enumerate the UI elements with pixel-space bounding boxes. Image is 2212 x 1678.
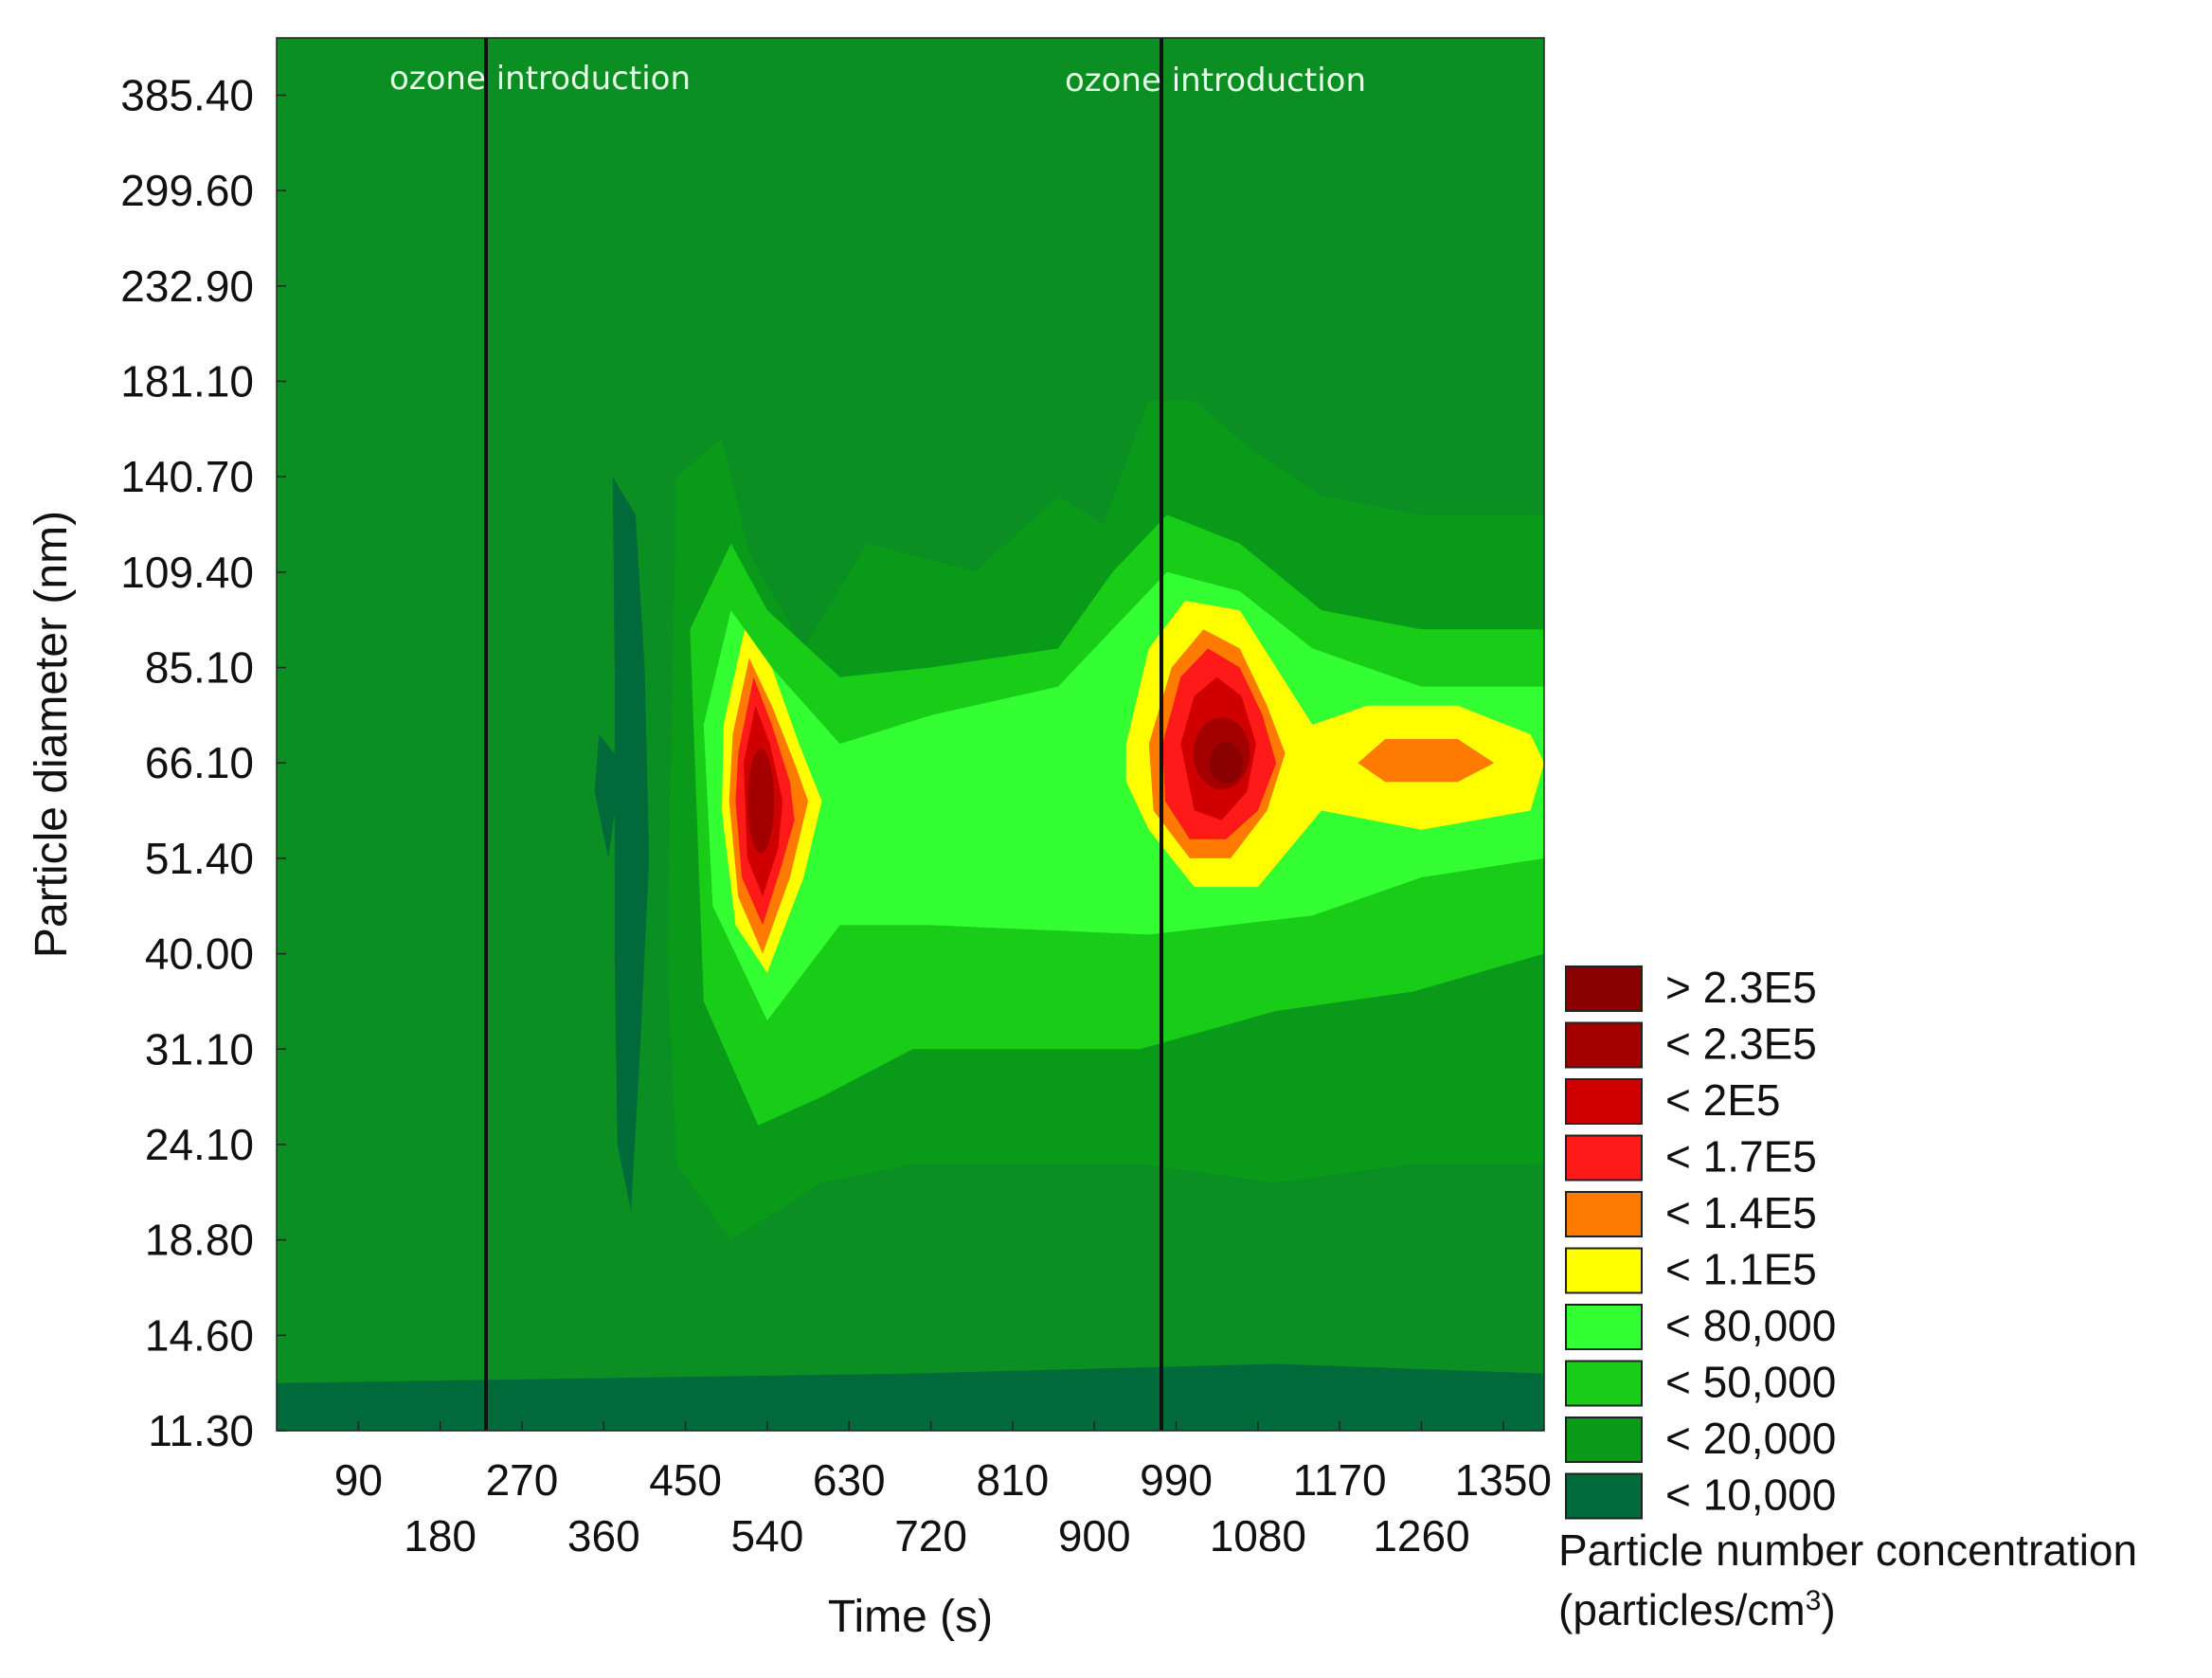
x-tick-label: 270 bbox=[486, 1455, 559, 1505]
x-tick-label: 540 bbox=[731, 1511, 804, 1561]
legend-title-superscript: 3 bbox=[1806, 1585, 1822, 1616]
y-tick-label: 181.10 bbox=[120, 356, 254, 406]
legend-swatch bbox=[1565, 1247, 1643, 1294]
y-tick-label: 85.10 bbox=[145, 643, 254, 693]
y-tick-label: 51.40 bbox=[145, 834, 254, 883]
y-tick-label: 385.40 bbox=[120, 70, 254, 119]
legend-title-prefix: (particles/cm bbox=[1558, 1585, 1806, 1634]
x-tick-label: 180 bbox=[404, 1511, 477, 1561]
legend-swatch bbox=[1565, 1360, 1643, 1407]
y-tick-label: 66.10 bbox=[145, 738, 254, 787]
legend-label: < 2E5 bbox=[1665, 1075, 1781, 1125]
legend-swatch bbox=[1565, 1134, 1643, 1182]
x-tick-label: 810 bbox=[977, 1455, 1050, 1505]
contour-band-lt10000 bbox=[612, 477, 650, 1212]
x-tick-label: 360 bbox=[567, 1511, 640, 1561]
legend-swatch bbox=[1565, 965, 1643, 1012]
x-tick-label: 90 bbox=[334, 1455, 383, 1505]
contour-band-lt80000 bbox=[703, 571, 1544, 1021]
x-tick-label: 1260 bbox=[1373, 1511, 1469, 1561]
legend-label: < 10,000 bbox=[1665, 1471, 1836, 1520]
annotation-ozone-introduction-1: ozone introduction bbox=[389, 60, 691, 98]
legend-label: > 2.3E5 bbox=[1665, 963, 1817, 1012]
x-tick-label: 1080 bbox=[1210, 1511, 1306, 1561]
legend-label: < 50,000 bbox=[1665, 1358, 1836, 1407]
legend-swatch bbox=[1565, 1021, 1643, 1069]
y-tick-label: 109.40 bbox=[120, 548, 254, 597]
plot-area: ozone introduction ozone introduction bbox=[277, 38, 1544, 1431]
x-axis-title: Time (s) bbox=[828, 1592, 993, 1642]
y-tick-label: 24.10 bbox=[145, 1120, 254, 1169]
legend-title-suffix: ) bbox=[1821, 1585, 1835, 1634]
x-tick-label: 450 bbox=[649, 1455, 722, 1505]
annotation-ozone-introduction-2: ozone introduction bbox=[1065, 62, 1366, 99]
legend-title-line1: Particle number concentration bbox=[1558, 1525, 2137, 1575]
legend-label: < 1.1E5 bbox=[1665, 1245, 1817, 1294]
y-tick-label: 40.00 bbox=[145, 929, 254, 979]
legend: > 2.3E5 < 2.3E5 < 2E5 < 1.7E5 < 1.4E5 < 1.1E5… bbox=[1565, 963, 1836, 1520]
legend-swatch bbox=[1565, 1472, 1643, 1520]
contour-band-lt230000 bbox=[747, 749, 775, 854]
y-axis-title: Particle diameter (nm) bbox=[27, 511, 77, 958]
legend-label: < 2.3E5 bbox=[1665, 1019, 1817, 1069]
y-tick-label: 140.70 bbox=[120, 452, 254, 501]
contour-layers bbox=[277, 400, 1544, 1431]
legend-title-line2: (particles/cm3) bbox=[1558, 1585, 1836, 1634]
contour-band-lt10000 bbox=[277, 1363, 1544, 1431]
legend-swatch bbox=[1565, 1304, 1643, 1350]
legend-label: < 1.4E5 bbox=[1665, 1188, 1817, 1237]
plot-frame bbox=[276, 37, 1545, 1432]
legend-swatch bbox=[1565, 1416, 1643, 1463]
legend-swatch bbox=[1565, 1078, 1643, 1125]
contour-band-lt140000 bbox=[1358, 739, 1495, 783]
x-tick-label: 1350 bbox=[1455, 1455, 1552, 1505]
x-tick-label: 720 bbox=[894, 1511, 967, 1561]
legend-label: < 80,000 bbox=[1665, 1301, 1836, 1350]
y-tick-label: 31.10 bbox=[145, 1024, 254, 1074]
x-tick-label: 630 bbox=[813, 1455, 886, 1505]
contour-band-gt230000 bbox=[1209, 742, 1244, 785]
legend-label: < 20,000 bbox=[1665, 1414, 1836, 1463]
y-tick-label: 299.60 bbox=[120, 166, 254, 215]
y-tick-label: 11.30 bbox=[148, 1406, 254, 1455]
x-tick-label: 900 bbox=[1058, 1511, 1131, 1561]
legend-label: < 1.7E5 bbox=[1665, 1132, 1817, 1182]
y-axis: 11.30 14.60 18.80 24.10 31.10 40.00 51.40 66.10… bbox=[120, 70, 286, 1455]
x-tick-label: 1170 bbox=[1293, 1455, 1387, 1505]
y-tick-label: 18.80 bbox=[145, 1216, 254, 1265]
y-tick-label: 14.60 bbox=[145, 1310, 254, 1360]
x-tick-label: 990 bbox=[1140, 1455, 1213, 1505]
legend-swatch bbox=[1565, 1191, 1643, 1237]
y-tick-label: 232.90 bbox=[120, 262, 254, 311]
